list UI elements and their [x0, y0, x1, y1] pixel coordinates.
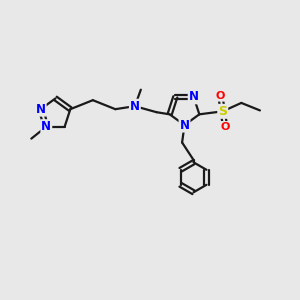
- Text: N: N: [130, 100, 140, 113]
- Text: N: N: [41, 120, 51, 133]
- Text: N: N: [179, 118, 190, 132]
- Text: O: O: [216, 91, 225, 101]
- Text: S: S: [218, 105, 227, 118]
- Text: N: N: [189, 90, 199, 104]
- Text: O: O: [220, 122, 230, 132]
- Text: N: N: [36, 103, 46, 116]
